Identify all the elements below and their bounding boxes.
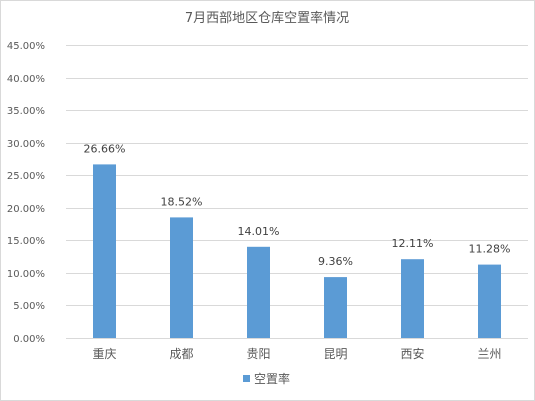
legend: 空置率 bbox=[243, 371, 290, 386]
data-label: 18.52% bbox=[161, 195, 203, 208]
y-tick-label: 30.00% bbox=[7, 139, 45, 150]
x-tick-label: 西安 bbox=[400, 346, 424, 361]
bar bbox=[247, 246, 270, 338]
bar bbox=[324, 277, 347, 338]
bar bbox=[93, 164, 116, 338]
y-tick-label: 15.00% bbox=[7, 236, 45, 247]
y-tick-label: 5.00% bbox=[13, 301, 45, 312]
y-tick-label: 0.00% bbox=[13, 334, 45, 345]
bar bbox=[170, 217, 193, 338]
x-tick-label: 成都 bbox=[169, 347, 193, 361]
data-label: 12.11% bbox=[392, 237, 434, 250]
x-axis: 重庆 成都 贵阳 昆明 西安 兰州 bbox=[92, 346, 501, 361]
chart-title: 7月西部地区仓库空置率情况 bbox=[185, 10, 349, 26]
bar bbox=[401, 259, 424, 338]
bar-series: 26.66% 18.52% 14.01% 9.36% 12.11% 11.28% bbox=[84, 142, 511, 338]
data-label: 14.01% bbox=[238, 225, 280, 238]
y-axis: 0.00% 5.00% 10.00% 15.00% 20.00% 25.00% 30.00%… bbox=[7, 41, 45, 345]
y-tick-label: 35.00% bbox=[7, 106, 45, 117]
legend-label: 空置率 bbox=[254, 371, 290, 386]
data-label: 11.28% bbox=[469, 243, 511, 256]
x-tick-label: 昆明 bbox=[323, 347, 347, 361]
legend-swatch bbox=[243, 375, 250, 382]
y-tick-label: 20.00% bbox=[7, 204, 45, 215]
y-tick-label: 25.00% bbox=[7, 171, 45, 182]
data-label: 26.66% bbox=[84, 142, 126, 155]
x-tick-label: 贵阳 bbox=[246, 347, 270, 361]
x-tick-label: 重庆 bbox=[92, 347, 116, 361]
y-tick-label: 10.00% bbox=[7, 269, 45, 280]
y-tick-label: 40.00% bbox=[7, 74, 45, 85]
x-tick-label: 兰州 bbox=[477, 347, 501, 361]
y-tick-label: 45.00% bbox=[7, 41, 45, 52]
gridlines bbox=[66, 45, 528, 339]
bar bbox=[478, 264, 501, 338]
data-label: 9.36% bbox=[318, 255, 353, 268]
